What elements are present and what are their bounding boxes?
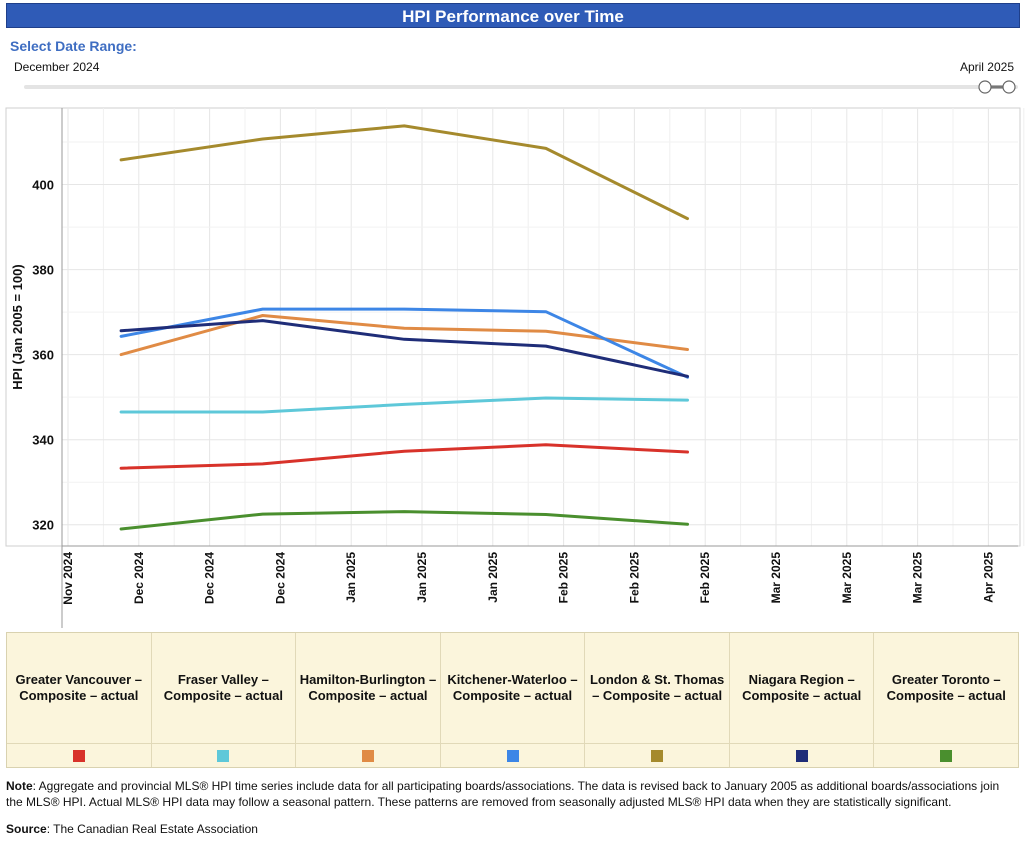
x-tick-label: Jan 2025	[486, 552, 500, 603]
legend-label: Fraser Valley – Composite – actual	[151, 633, 296, 744]
y-tick-label: 320	[32, 518, 54, 533]
series-line	[119, 307, 689, 379]
range-start-label: December 2024	[14, 60, 100, 74]
legend-swatch	[217, 749, 230, 762]
note-text: : Aggregate and provincial MLS® HPI time…	[6, 779, 1000, 809]
legend-label: Kitchener-Waterloo – Composite – actual	[440, 633, 585, 744]
x-tick-label: Dec 2024	[132, 552, 146, 604]
source-line: Source: The Canadian Real Estate Associa…	[6, 822, 258, 836]
x-tick-label: Mar 2025	[840, 552, 854, 604]
legend-swatch	[506, 749, 519, 762]
x-tick-label: Dec 2024	[203, 552, 217, 604]
note-label: Note	[6, 779, 33, 793]
legend-item-kitchener-waterloo[interactable]: Kitchener-Waterloo – Composite – actual	[440, 633, 586, 767]
date-range-slider[interactable]	[24, 85, 1018, 89]
x-tick-label: Nov 2024	[61, 552, 75, 605]
series-line	[119, 396, 689, 414]
legend-label: Niagara Region – Composite – actual	[729, 633, 874, 744]
legend-label: London & St. Thomas – Composite – actual	[585, 633, 729, 744]
slider-handle-icon[interactable]	[978, 80, 1016, 94]
legend-item-hamilton-burlington[interactable]: Hamilton-Burlington – Composite – actual	[296, 633, 441, 767]
legend-swatch	[361, 749, 374, 762]
source-text: : The Canadian Real Estate Association	[46, 822, 258, 836]
x-tick-label: Mar 2025	[769, 552, 783, 604]
series-line	[119, 319, 689, 378]
x-tick-label: Jan 2025	[415, 552, 429, 603]
legend-label: Greater Toronto – Composite – actual	[874, 633, 1019, 744]
x-tick-label: Feb 2025	[557, 552, 571, 604]
legend-item-greater-vancouver[interactable]: Greater Vancouver – Composite – actual	[7, 633, 152, 767]
y-tick-label: 400	[32, 178, 54, 193]
legend-swatch	[651, 749, 664, 762]
y-tick-label: 340	[32, 433, 54, 448]
range-end-label: April 2025	[959, 60, 1014, 74]
legend-item-fraser-valley[interactable]: Fraser Valley – Composite – actual	[151, 633, 297, 767]
legend-label: Hamilton-Burlington – Composite – actual	[296, 633, 440, 744]
source-label: Source	[6, 822, 47, 836]
x-tick-label: Apr 2025	[981, 552, 995, 603]
legend-label: Greater Vancouver – Composite – actual	[7, 633, 151, 744]
y-tick-label: 380	[32, 263, 54, 278]
footnote: Note: Aggregate and provincial MLS® HPI …	[6, 778, 1016, 810]
series-line	[119, 510, 689, 531]
series-line	[119, 314, 689, 357]
legend: Greater Vancouver – Composite – actual F…	[6, 632, 1019, 768]
x-tick-label: Feb 2025	[698, 552, 712, 604]
legend-swatch	[795, 749, 808, 762]
x-tick-label: Mar 2025	[911, 552, 925, 604]
date-range-label: Select Date Range:	[10, 38, 137, 54]
x-tick-label: Feb 2025	[627, 552, 641, 604]
series-line	[119, 124, 689, 221]
hpi-line-chart: 320 340 360 380 400 HPI (Jan 2005 = 100) Nov 2…	[5, 107, 1025, 628]
y-tick-label: 360	[32, 348, 54, 363]
legend-swatch	[940, 749, 953, 762]
legend-swatch	[72, 749, 85, 762]
series-line	[119, 443, 689, 470]
x-tick-label: Jan 2025	[344, 552, 358, 603]
legend-item-niagara-region[interactable]: Niagara Region – Composite – actual	[729, 633, 875, 767]
legend-item-greater-toronto[interactable]: Greater Toronto – Composite – actual	[874, 633, 1019, 767]
legend-item-london-st-thomas[interactable]: London & St. Thomas – Composite – actual	[585, 633, 730, 767]
x-tick-label: Dec 2024	[273, 552, 287, 604]
chart-title: HPI Performance over Time	[6, 3, 1020, 28]
y-axis-label: HPI (Jan 2005 = 100)	[10, 264, 25, 389]
